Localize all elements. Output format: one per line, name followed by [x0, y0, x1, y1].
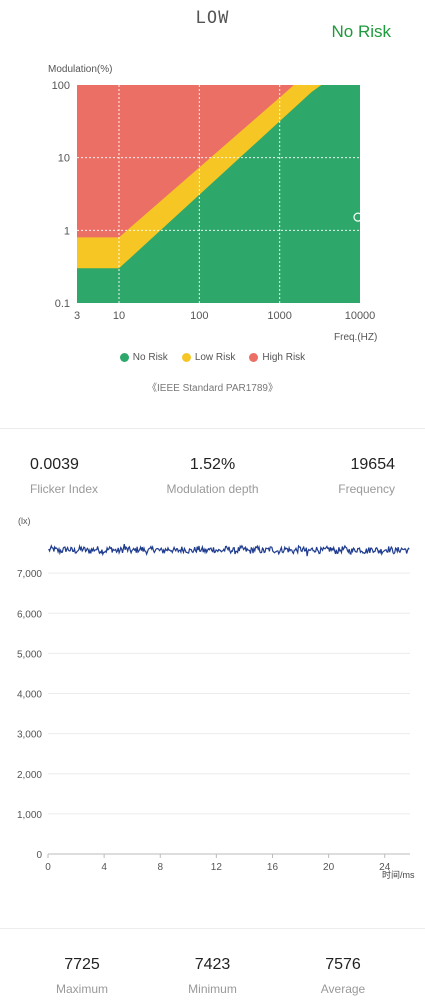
stat-average: 7576 Average [283, 956, 403, 996]
x-tick-label: 10 [113, 310, 125, 322]
y-tick-label: 4,000 [17, 690, 42, 701]
stat-value: 7423 [194, 956, 231, 973]
legend-no-risk: No Risk [119, 352, 168, 363]
legend-label: Low Risk [194, 352, 236, 363]
y-tick-label: 7,000 [17, 569, 42, 580]
legend-dot-high-risk [249, 353, 259, 362]
stat-label: Frequency [338, 482, 395, 496]
x-tick-label: 3 [74, 310, 80, 322]
legend-low-risk: Low Risk [181, 352, 236, 363]
no-risk-region [77, 85, 360, 303]
y-tick-label: 6,000 [17, 609, 42, 620]
flicker-stats: 0.0039 Flicker Index 1.52% Modulation de… [0, 456, 425, 496]
risk-chart: Modulation(%) 0.1 1 10 100 3 10 100 1000 10000 F… [48, 64, 377, 343]
measurement-point [353, 212, 363, 222]
legend-dot-no-risk [119, 353, 129, 362]
stat-flicker-index: 0.0039 Flicker Index [22, 456, 150, 496]
legend-dot-low-risk [181, 353, 191, 362]
stat-modulation-depth: 1.52% Modulation depth [153, 456, 273, 496]
x-tick-label: 12 [211, 862, 223, 873]
divider [0, 428, 425, 429]
waveform-series-line [48, 543, 410, 557]
y-tick-label: 2,000 [17, 770, 42, 781]
illuminance-stats: 7725 Maximum 7423 Minimum 7576 Average [0, 956, 425, 996]
x-tick-label: 1000 [267, 310, 291, 322]
stat-value: 1.52% [189, 456, 236, 473]
y-tick-label: 0.1 [55, 298, 70, 310]
x-tick-label: 10000 [345, 310, 376, 322]
risk-chart-ylabel: Modulation(%) [48, 64, 112, 75]
stat-value: 7725 [64, 956, 100, 973]
y-tick-label: 0 [36, 850, 42, 861]
stat-value: 7576 [325, 956, 361, 973]
stat-label: Maximum [55, 982, 108, 996]
divider [0, 928, 425, 929]
waveform-xlabel: 时间/ms [382, 869, 415, 880]
legend-high-risk: High Risk [249, 352, 305, 363]
risk-status: No Risk [331, 22, 391, 41]
stat-value: 19654 [350, 456, 396, 473]
legend-label: High Risk [262, 352, 306, 363]
y-tick-label: 100 [52, 80, 70, 92]
stat-maximum: 7725 Maximum [22, 956, 142, 996]
x-tick-label: 0 [45, 862, 51, 873]
x-tick-label: 24 [379, 862, 391, 873]
y-tick-label: 5,000 [17, 649, 42, 660]
x-tick-label: 16 [267, 862, 279, 873]
x-tick-label: 8 [157, 862, 163, 873]
x-tick-label: 100 [190, 310, 208, 322]
mode-label: LOW [195, 8, 230, 28]
stat-minimum: 7423 Minimum [153, 956, 273, 996]
standard-reference: 《IEEE Standard PAR1789》 [147, 383, 278, 394]
y-tick-label: 10 [58, 153, 70, 165]
y-tick-label: 3,000 [17, 730, 42, 741]
waveform-ylabel: (lx) [18, 516, 31, 526]
stat-label: Minimum [188, 982, 237, 996]
x-tick-label: 20 [323, 862, 335, 873]
risk-legend: No Risk Low Risk High Risk [0, 352, 425, 363]
stat-frequency: 19654 Frequency [275, 456, 403, 496]
x-tick-label: 4 [101, 862, 107, 873]
y-tick-label: 1 [64, 225, 70, 237]
legend-label: No Risk [132, 352, 168, 363]
stat-label: Modulation depth [166, 482, 259, 496]
stat-label: Flicker Index [30, 482, 99, 496]
waveform-chart: (lx) 0 1,000 2,000 3,000 4,000 5,000 6,000 7,00… [17, 516, 415, 880]
risk-chart-xlabel: Freq.(HZ) [334, 332, 377, 343]
stat-label: Average [320, 982, 366, 996]
stat-value: 0.0039 [30, 456, 79, 473]
y-tick-label: 1,000 [17, 810, 42, 821]
